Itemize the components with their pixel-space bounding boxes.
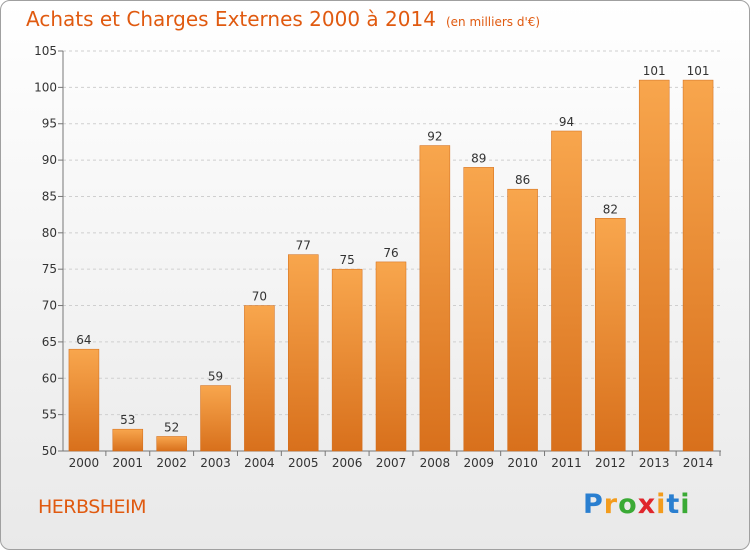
y-tick-label: 95 bbox=[42, 117, 57, 131]
data-label: 70 bbox=[252, 290, 267, 304]
data-label: 52 bbox=[164, 420, 179, 434]
bar bbox=[200, 385, 231, 452]
x-tick-label: 2013 bbox=[639, 456, 670, 470]
y-tick-label: 90 bbox=[42, 153, 57, 167]
title-text: Achats et Charges Externes 2000 à 2014 bbox=[26, 7, 436, 31]
bar bbox=[68, 348, 100, 452]
bar bbox=[156, 436, 187, 452]
bar bbox=[375, 261, 407, 452]
x-tick-label: 2011 bbox=[551, 456, 582, 470]
bar bbox=[419, 145, 451, 452]
x-tick-label: 2001 bbox=[113, 456, 144, 470]
bar bbox=[638, 79, 670, 452]
data-label: 77 bbox=[296, 239, 311, 253]
y-tick-label: 85 bbox=[42, 189, 57, 203]
data-label: 64 bbox=[76, 333, 91, 347]
y-tick-label: 100 bbox=[34, 80, 57, 94]
proxiti-logo: Proxiti bbox=[583, 489, 691, 520]
x-tick-label: 2002 bbox=[156, 456, 187, 470]
logo-letter: i bbox=[656, 489, 667, 520]
data-label: 53 bbox=[120, 413, 135, 427]
x-tick-label: 2008 bbox=[420, 456, 451, 470]
y-tick-label: 55 bbox=[42, 408, 57, 422]
unit-note: (en milliers d'€) bbox=[445, 15, 541, 29]
data-label: 101 bbox=[687, 64, 710, 78]
x-tick-label: 2010 bbox=[507, 456, 538, 470]
data-label: 75 bbox=[339, 253, 354, 267]
bar bbox=[682, 79, 714, 452]
bar bbox=[288, 254, 319, 452]
data-label: 59 bbox=[208, 370, 223, 384]
data-label: 89 bbox=[471, 151, 486, 165]
data-label: 76 bbox=[383, 246, 398, 260]
x-tick-label: 2012 bbox=[595, 456, 626, 470]
logo-letter: o bbox=[618, 489, 638, 520]
bar bbox=[507, 188, 538, 452]
x-tick-label: 2009 bbox=[463, 456, 494, 470]
data-label: 92 bbox=[427, 130, 442, 144]
data-label: 82 bbox=[603, 202, 618, 216]
logo-letter: P bbox=[583, 489, 604, 520]
data-label: 94 bbox=[559, 115, 574, 129]
x-tick-label: 2004 bbox=[244, 456, 275, 470]
bar bbox=[463, 167, 494, 452]
bar bbox=[551, 130, 582, 452]
y-tick-label: 60 bbox=[42, 371, 57, 385]
data-label: 86 bbox=[515, 173, 530, 187]
bar bbox=[595, 218, 626, 452]
chart-title: Achats et Charges Externes 2000 à 2014 (e… bbox=[26, 7, 540, 31]
x-tick-label: 2005 bbox=[288, 456, 319, 470]
logo-letter: t bbox=[666, 489, 681, 520]
logo-letter: x bbox=[637, 489, 657, 520]
logo-letter: r bbox=[603, 489, 619, 520]
x-tick-label: 2000 bbox=[69, 456, 100, 470]
y-tick-label: 75 bbox=[42, 262, 57, 276]
bar bbox=[112, 428, 144, 452]
bar bbox=[244, 305, 275, 452]
x-tick-label: 2003 bbox=[200, 456, 231, 470]
y-tick-label: 50 bbox=[42, 444, 57, 458]
y-tick-label: 80 bbox=[42, 226, 57, 240]
logo-letter: i bbox=[680, 489, 691, 520]
x-tick-label: 2006 bbox=[332, 456, 363, 470]
x-tick-label: 2007 bbox=[376, 456, 407, 470]
bar bbox=[331, 268, 363, 452]
data-label: 101 bbox=[643, 64, 666, 78]
y-tick-label: 70 bbox=[42, 299, 57, 313]
y-tick-label: 65 bbox=[42, 335, 57, 349]
location-label: HERBSHEIM bbox=[38, 496, 147, 518]
x-tick-label: 2014 bbox=[683, 456, 714, 470]
y-tick-label: 105 bbox=[34, 44, 57, 58]
